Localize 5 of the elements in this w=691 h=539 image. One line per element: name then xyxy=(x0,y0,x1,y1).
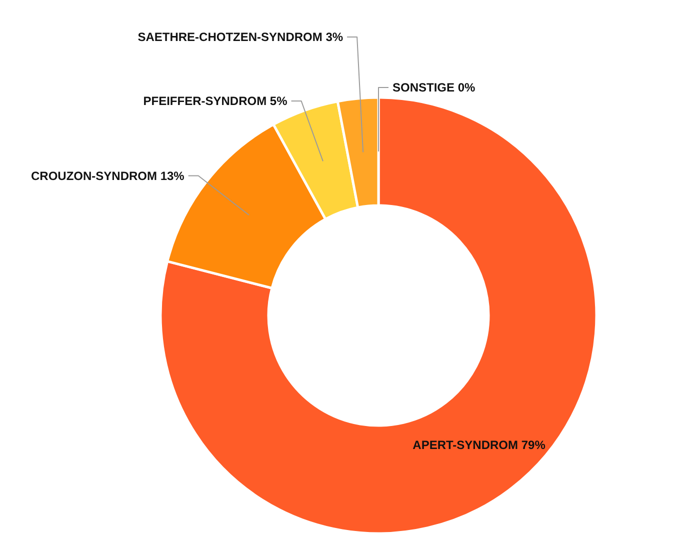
slice-label: PFEIFFER-SYNDROM 5% xyxy=(143,94,288,108)
slice-label: CROUZON-SYNDROM 13% xyxy=(31,168,185,183)
slice-label: SAETHRE-CHOTZEN-SYNDROM 3% xyxy=(138,30,344,44)
slice-label: APERT-SYNDROM 79% xyxy=(412,438,546,452)
category-label: SONSTIGE 0% xyxy=(392,80,476,94)
